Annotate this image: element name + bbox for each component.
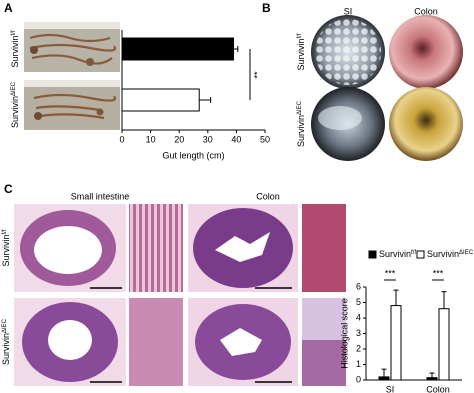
x-tick-label: 10 — [146, 134, 156, 144]
legend-swatch — [416, 250, 425, 259]
legend-label: SurvivinΔIEC — [427, 249, 474, 259]
label-text: Survivin — [10, 96, 20, 128]
y-tick-label: 5 — [356, 297, 361, 307]
panel-label: A — [4, 1, 13, 15]
endoscopy-image — [311, 15, 463, 161]
column-label: SI — [344, 6, 353, 16]
label-superscript: ΔIEC — [459, 250, 474, 256]
x-tick-label: 30 — [203, 134, 213, 144]
significance: *** — [385, 268, 396, 278]
row-label: Survivinf/f — [296, 33, 306, 70]
row-label: SurvivinΔIEC — [296, 100, 306, 147]
significance: ** — [252, 71, 262, 79]
label-text: Survivin — [427, 249, 459, 259]
label-superscript: f/f — [411, 250, 416, 256]
column-label: Colon — [414, 6, 438, 16]
panel-label: B — [262, 1, 271, 15]
x-axis-label: Gut length (cm) — [162, 150, 224, 160]
x-tick-label: 40 — [231, 134, 241, 144]
legend-label: Survivinf/f — [379, 249, 416, 259]
row-label: SurvivinΔIEC — [1, 318, 11, 365]
y-tick-label: 1 — [356, 359, 361, 369]
panel-label: C — [4, 182, 13, 196]
bar — [121, 88, 200, 112]
column-label: Small intestine — [71, 191, 130, 201]
row-label: Survivinf/f — [10, 30, 20, 67]
y-tick-label: 0 — [356, 374, 361, 384]
gut-photo — [24, 22, 120, 130]
y-tick-label: 6 — [356, 281, 361, 291]
label-superscript: ΔIEC — [11, 81, 17, 96]
x-tick-label: 50 — [260, 134, 270, 144]
y-tick-label: 4 — [356, 312, 361, 322]
y-axis-label: Histological score — [339, 298, 349, 369]
row-label: SurvivinΔIEC — [10, 81, 20, 128]
x-tick-label: Colon — [426, 384, 450, 393]
label-text: Survivin — [10, 36, 20, 68]
bar — [438, 308, 450, 381]
bar — [121, 37, 235, 61]
y-tick-label: 3 — [356, 328, 361, 338]
y-tick-label: 2 — [356, 343, 361, 353]
column-label: Colon — [256, 191, 280, 201]
label-text: Survivin — [379, 249, 411, 259]
histology-image — [14, 204, 346, 386]
x-tick-label: SI — [386, 384, 395, 393]
bar — [390, 305, 402, 381]
x-tick-label: 20 — [174, 134, 184, 144]
row-label: Survivinf/f — [1, 229, 11, 266]
legend-swatch — [368, 250, 377, 259]
x-tick-label: 0 — [119, 134, 124, 144]
significance: *** — [433, 268, 444, 278]
label-superscript: f/f — [11, 30, 17, 35]
